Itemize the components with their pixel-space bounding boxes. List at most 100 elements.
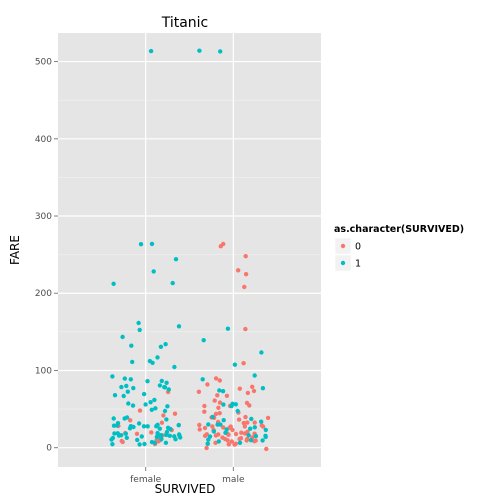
data-point xyxy=(131,385,136,391)
data-point xyxy=(115,421,121,426)
data-point xyxy=(197,427,202,432)
data-point xyxy=(221,418,226,423)
data-point xyxy=(205,441,210,446)
data-point xyxy=(245,390,251,396)
data-point xyxy=(212,398,217,403)
data-point xyxy=(221,402,226,407)
y-tick-label: 0 xyxy=(46,444,52,454)
data-point xyxy=(131,424,136,430)
data-point xyxy=(236,268,241,273)
data-point xyxy=(122,376,128,381)
data-point xyxy=(252,420,257,425)
y-axis-title: FARE xyxy=(8,235,22,265)
data-point xyxy=(217,411,222,416)
data-point xyxy=(120,334,125,340)
data-point xyxy=(216,432,221,437)
data-point xyxy=(111,416,116,421)
data-point xyxy=(252,439,257,444)
data-point xyxy=(173,257,179,262)
data-point xyxy=(210,424,215,429)
data-point xyxy=(244,400,250,406)
legend-label: 1 xyxy=(355,259,361,270)
data-point xyxy=(178,435,183,440)
data-point xyxy=(139,434,144,439)
data-point xyxy=(242,424,247,429)
data-point xyxy=(162,384,167,390)
data-point xyxy=(221,425,226,430)
data-point xyxy=(164,417,169,422)
data-point xyxy=(109,437,114,442)
data-point xyxy=(250,384,255,389)
data-point xyxy=(239,430,244,435)
data-point xyxy=(197,422,202,428)
data-point xyxy=(197,48,202,53)
data-point xyxy=(237,440,243,445)
data-point xyxy=(242,284,247,290)
data-point xyxy=(142,441,147,447)
data-point xyxy=(149,241,155,247)
data-point xyxy=(163,440,169,445)
y-tick-label: 300 xyxy=(35,212,52,222)
legend: as.character(SURVIVED) 0 1 xyxy=(334,224,464,272)
data-point xyxy=(243,414,248,420)
data-point xyxy=(119,433,124,438)
data-point xyxy=(233,431,239,437)
data-point xyxy=(245,420,250,425)
y-tick-label: 400 xyxy=(35,135,52,145)
data-point xyxy=(149,407,154,412)
data-point xyxy=(226,442,231,447)
data-point xyxy=(176,324,182,329)
data-point xyxy=(216,405,221,410)
data-point xyxy=(236,417,242,422)
data-point xyxy=(229,403,234,409)
data-point xyxy=(149,430,154,435)
data-point xyxy=(238,436,244,441)
data-point xyxy=(248,426,253,431)
data-point xyxy=(218,49,223,54)
data-point xyxy=(161,413,166,418)
data-point xyxy=(122,416,127,421)
data-point xyxy=(173,437,178,442)
data-point xyxy=(245,429,250,434)
minor-gridlines xyxy=(58,99,321,410)
data-point xyxy=(137,408,143,413)
plot-panel xyxy=(58,33,321,467)
data-point xyxy=(229,439,234,444)
data-point xyxy=(164,380,169,385)
y-tick-label: 100 xyxy=(35,366,52,376)
data-point xyxy=(220,435,225,440)
data-point xyxy=(202,409,207,414)
data-point xyxy=(153,406,158,411)
data-point xyxy=(136,421,142,426)
data-point xyxy=(128,377,133,382)
data-point xyxy=(246,433,251,438)
data-point xyxy=(128,418,133,423)
legend-key-point xyxy=(340,243,346,249)
data-point xyxy=(213,411,219,417)
data-point xyxy=(260,438,265,443)
data-point xyxy=(172,411,178,416)
data-point xyxy=(237,386,242,391)
data-point xyxy=(202,403,207,409)
data-point xyxy=(204,445,209,451)
data-point xyxy=(166,387,171,392)
data-point xyxy=(205,382,210,387)
data-point xyxy=(162,408,168,414)
data-point xyxy=(123,431,128,436)
data-point xyxy=(201,338,206,343)
data-point xyxy=(215,422,220,427)
y-tick-label: 200 xyxy=(35,289,52,299)
data-point xyxy=(126,401,131,406)
data-point xyxy=(141,391,147,397)
data-point xyxy=(225,326,231,331)
data-point xyxy=(157,383,163,388)
data-point xyxy=(233,402,238,407)
data-point xyxy=(136,320,141,326)
data-point xyxy=(223,430,228,435)
data-point xyxy=(145,379,150,384)
data-point xyxy=(260,386,266,391)
data-point xyxy=(243,272,249,277)
data-point xyxy=(213,440,218,445)
x-tick-label: female xyxy=(130,475,161,485)
